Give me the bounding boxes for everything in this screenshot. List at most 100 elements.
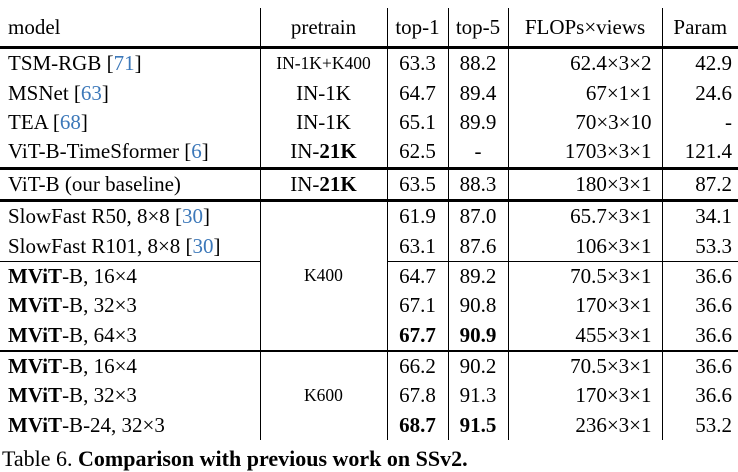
header-row: model pretrain top-1 top-5 FLOPs×views P… — [0, 8, 738, 49]
flops-views-cell: 170×3×1 — [508, 381, 663, 411]
text-segment: ] — [201, 139, 209, 164]
table-row: ViT-B-TimeSformer [6] IN-21K 62.5-1703×3×1… — [0, 137, 738, 170]
model-cell: MViT-B, 32×3 — [0, 381, 261, 411]
param-cell: 121.4 — [662, 137, 738, 170]
flops-views-cell: 67×1×1 — [508, 78, 663, 108]
pretrain-cell: K600 — [260, 350, 388, 441]
top5-cell: 88.3 — [448, 168, 509, 202]
top5-cell: 88.2 — [448, 47, 509, 79]
table-row: MViT-B, 64×3 67.7 90.9 455×3×1 36.6 — [0, 320, 738, 352]
flops-views-cell: 62.4×3×2 — [508, 47, 663, 79]
text-segment: SlowFast R101, 8×8 [ — [8, 233, 193, 258]
flops-views-cell: 170×3×1 — [508, 291, 663, 321]
table-row: MViT-B, 32×3 67.8 91.3 170×3×1 36.6 — [0, 381, 738, 411]
text-segment: ViT-B (our baseline) — [8, 171, 181, 196]
top1-cell: 68.7 — [387, 410, 449, 441]
citation-link[interactable]: 6 — [191, 139, 202, 164]
model-cell: ViT-B-TimeSformer [6] — [0, 137, 261, 170]
pretrain-cell: K400 — [260, 200, 388, 352]
caption-label: Table 6. — [2, 446, 79, 472]
top5-cell: - — [448, 137, 509, 170]
flops-views-cell: 106×3×1 — [508, 231, 663, 262]
results-table: model pretrain top-1 top-5 FLOPs×views P… — [0, 8, 738, 441]
col-header-param: Param — [662, 8, 738, 49]
table-row: TEA [68] IN-1K 65.1 89.9 70×3×10 - — [0, 107, 738, 138]
model-cell: ViT-B (our baseline) — [0, 168, 261, 202]
model-cell: MViT-B, 16×4 — [0, 261, 261, 292]
model-cell: MViT-B-24, 32×3 — [0, 410, 261, 441]
text-segment: IN-1K+K400 — [276, 52, 371, 73]
table-caption: Table 6. Comparison with previous work o… — [2, 446, 738, 472]
table-row: TSM-RGB [71] IN-1K+K400 63.3 88.2 62.4×3×2 42… — [0, 47, 738, 79]
model-cell: MViT-B, 32×3 — [0, 291, 261, 321]
flops-views-cell: 180×3×1 — [508, 168, 663, 202]
model-cell: MViT-B, 16×4 — [0, 350, 261, 382]
param-cell: 87.2 — [662, 168, 738, 202]
text-segment: MViT — [8, 412, 63, 437]
text-segment: -B, 16×4 — [62, 263, 137, 288]
top5-cell: 90.2 — [448, 350, 509, 382]
table-row: MViT-B, 16×4 64.7 89.2 70.5×3×1 36.6 — [0, 261, 738, 292]
citation-link[interactable]: 68 — [59, 109, 81, 134]
citation-link[interactable]: 71 — [113, 51, 135, 76]
param-cell: 53.2 — [695, 412, 732, 437]
top5-cell: 91.5 — [448, 410, 509, 441]
param-cell: 36.6 — [695, 354, 732, 379]
text-segment: 21K — [319, 171, 357, 196]
top1-cell: 64.7 — [387, 261, 449, 292]
top5-cell: 90.9 — [448, 320, 509, 352]
citation-link[interactable]: 30 — [192, 233, 214, 258]
col-header-flops-views: FLOPs×views — [508, 8, 663, 49]
top1-cell: 64.7 — [387, 78, 449, 108]
text-segment: ] — [134, 51, 142, 76]
top1-cell: 67.8 — [387, 381, 449, 411]
top1-cell: 66.2 — [387, 350, 449, 382]
text-segment: ] — [101, 80, 109, 105]
top1-cell: 63.5 — [387, 168, 449, 202]
model-cell: SlowFast R101, 8×8 [30] — [0, 231, 261, 262]
text-segment: -B-24, 32×3 — [62, 412, 165, 437]
text-segment: MSNet [ — [8, 80, 81, 105]
text-segment: ] — [203, 204, 211, 229]
model-cell: MViT-B, 64×3 — [0, 320, 261, 352]
text-segment: ] — [80, 109, 88, 134]
pretrain-cell: IN-21K — [260, 137, 388, 170]
param-cell: 36.6 — [695, 263, 732, 288]
flops-views-cell: 455×3×1 — [508, 320, 663, 352]
top1-cell: 65.1 — [387, 107, 449, 138]
pretrain-cell: IN-21K — [260, 168, 388, 202]
flops-views-cell: 70.5×3×1 — [508, 261, 663, 292]
flops-views-cell: 70.5×3×1 — [508, 350, 663, 382]
model-cell: SlowFast R50, 8×8 [30] — [0, 200, 261, 232]
col-header-pretrain: pretrain — [260, 8, 388, 49]
param-cell: 42.9 — [695, 51, 732, 76]
top5-cell: 87.6 — [448, 231, 509, 262]
top1-cell: 63.1 — [387, 231, 449, 262]
pretrain-cell: IN-1K — [260, 107, 388, 138]
param-cell: 36.6 — [695, 293, 732, 318]
text-segment: -B, 32×3 — [62, 293, 137, 318]
col-header-top1: top-1 — [387, 8, 449, 49]
text-segment: MViT — [8, 293, 63, 318]
text-segment: MViT — [8, 263, 63, 288]
col-header-top5: top-5 — [448, 8, 509, 49]
text-segment: -B, 64×3 — [62, 322, 137, 347]
text-segment: TSM-RGB [ — [8, 51, 114, 76]
citation-link[interactable]: 63 — [80, 80, 102, 105]
text-segment: 21K — [319, 139, 357, 164]
table-row: MViT-B, 32×3 67.1 90.8 170×3×1 36.6 — [0, 291, 738, 321]
citation-link[interactable]: 30 — [182, 204, 204, 229]
top5-cell: 89.4 — [448, 78, 509, 108]
top5-cell: 91.3 — [448, 381, 509, 411]
flops-views-cell: 65.7×3×1 — [508, 200, 663, 232]
text-segment: ] — [213, 233, 221, 258]
flops-views-cell: 236×3×1 — [508, 410, 663, 441]
text-segment: K600 — [304, 385, 343, 406]
param-cell: 36.6 — [695, 383, 732, 408]
text-segment: MViT — [8, 322, 63, 347]
flops-views-cell: 70×3×10 — [508, 107, 663, 138]
top5-cell: 90.8 — [448, 291, 509, 321]
text-segment: IN- — [290, 139, 320, 164]
model-cell: TSM-RGB [71] — [0, 47, 261, 79]
